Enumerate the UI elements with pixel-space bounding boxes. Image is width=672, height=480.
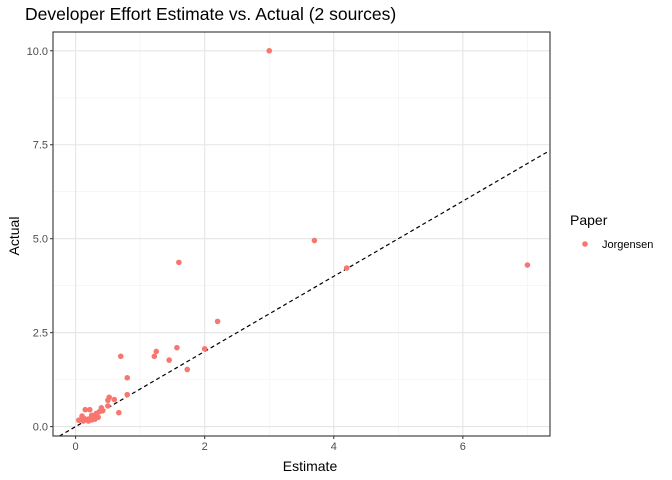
data-point bbox=[176, 259, 182, 266]
data-point bbox=[82, 406, 89, 413]
plot-panel bbox=[53, 32, 550, 436]
data-point bbox=[105, 397, 111, 404]
data-point bbox=[343, 265, 350, 271]
panel-background bbox=[53, 32, 550, 436]
data-point bbox=[166, 357, 172, 363]
data-point bbox=[151, 353, 158, 360]
data-point bbox=[116, 409, 122, 416]
x-axis-title: Estimate bbox=[283, 458, 338, 474]
y-tick-label: 2.5 bbox=[33, 328, 48, 340]
legend-label: Jorgensen bbox=[602, 239, 653, 251]
legend: Paper Jorgensen bbox=[570, 212, 653, 251]
legend-title: Paper bbox=[570, 212, 608, 228]
panel-border bbox=[52, 31, 551, 437]
y-axis-title: Actual bbox=[6, 217, 22, 256]
data-point bbox=[266, 47, 273, 54]
data-point bbox=[174, 344, 180, 351]
data-point bbox=[201, 346, 208, 352]
legend-key bbox=[582, 241, 588, 247]
panel-border-rect bbox=[52, 31, 551, 437]
data-points bbox=[76, 47, 531, 424]
y-axis-ticks: 0.0 2.5 5.0 7.5 10.0 bbox=[27, 46, 53, 434]
data-point bbox=[99, 408, 106, 414]
y-tick-label: 0.0 bbox=[33, 422, 48, 434]
y-tick-label: 10.0 bbox=[27, 46, 48, 58]
data-point bbox=[214, 318, 221, 325]
data-point bbox=[80, 418, 87, 424]
x-axis-ticks: 0 2 4 6 bbox=[73, 436, 466, 453]
data-point bbox=[105, 403, 111, 409]
x-tick-label: 2 bbox=[202, 441, 208, 453]
y-tick-label: 7.5 bbox=[33, 140, 48, 152]
data-point bbox=[124, 374, 131, 381]
data-point bbox=[86, 406, 93, 413]
chart-title: Developer Effort Estimate vs. Actual (2 … bbox=[25, 4, 397, 24]
data-point bbox=[117, 353, 124, 360]
x-tick-label: 6 bbox=[460, 441, 466, 453]
data-point bbox=[184, 366, 191, 373]
grid-lines bbox=[53, 32, 550, 436]
data-point bbox=[311, 237, 318, 244]
reference-line bbox=[59, 149, 551, 437]
y-tick-label: 5.0 bbox=[33, 234, 48, 246]
x-tick-label: 4 bbox=[331, 441, 337, 453]
data-point bbox=[76, 417, 82, 424]
data-point bbox=[153, 348, 160, 355]
x-tick-label: 0 bbox=[73, 441, 79, 453]
reference-line-y-equals-x bbox=[59, 149, 551, 437]
data-point bbox=[524, 262, 531, 268]
data-point bbox=[88, 417, 95, 423]
data-point bbox=[124, 391, 131, 398]
data-point bbox=[111, 396, 118, 403]
